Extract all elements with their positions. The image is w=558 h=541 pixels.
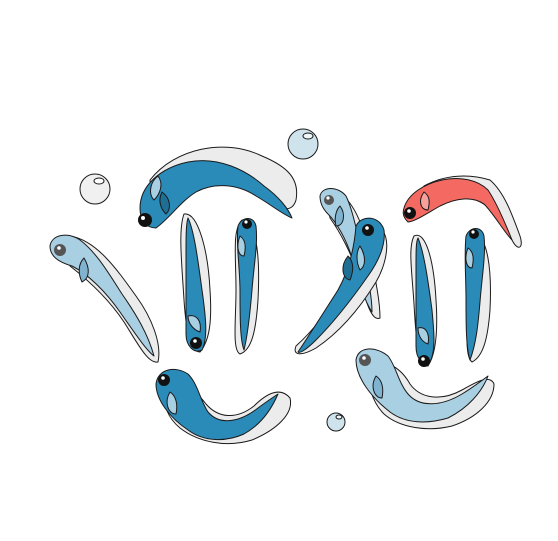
blue-fish-vertical-2 xyxy=(234,218,260,355)
bubble-small-bottom xyxy=(326,412,346,432)
fish-eye xyxy=(324,195,334,205)
fish-eye xyxy=(404,207,416,219)
blue-fish-vertical-1 xyxy=(180,213,212,353)
light-blue-fish-curled-bottom-right xyxy=(355,348,495,430)
fish-eye xyxy=(362,224,374,236)
blue-fish-curled-bottom-left xyxy=(155,368,292,445)
bubble-left xyxy=(79,173,111,205)
blue-fish-diagonal-center xyxy=(294,217,388,355)
fish-eye xyxy=(242,219,252,229)
fish-eye xyxy=(54,244,66,256)
fish-eye xyxy=(158,374,170,386)
bubble-large-top xyxy=(287,128,319,160)
fish-eye xyxy=(418,355,430,367)
red-fish-top-right xyxy=(402,175,522,248)
blue-fish-vertical-3 xyxy=(410,234,438,367)
fish-eye xyxy=(359,354,371,366)
blue-fish-curled-top-left xyxy=(138,146,298,229)
fish-eye xyxy=(138,213,152,227)
fish-eye xyxy=(469,229,479,239)
fish-eye xyxy=(190,337,202,349)
blue-fish-vertical-4 xyxy=(464,228,491,363)
light-blue-fish-left xyxy=(49,234,160,363)
